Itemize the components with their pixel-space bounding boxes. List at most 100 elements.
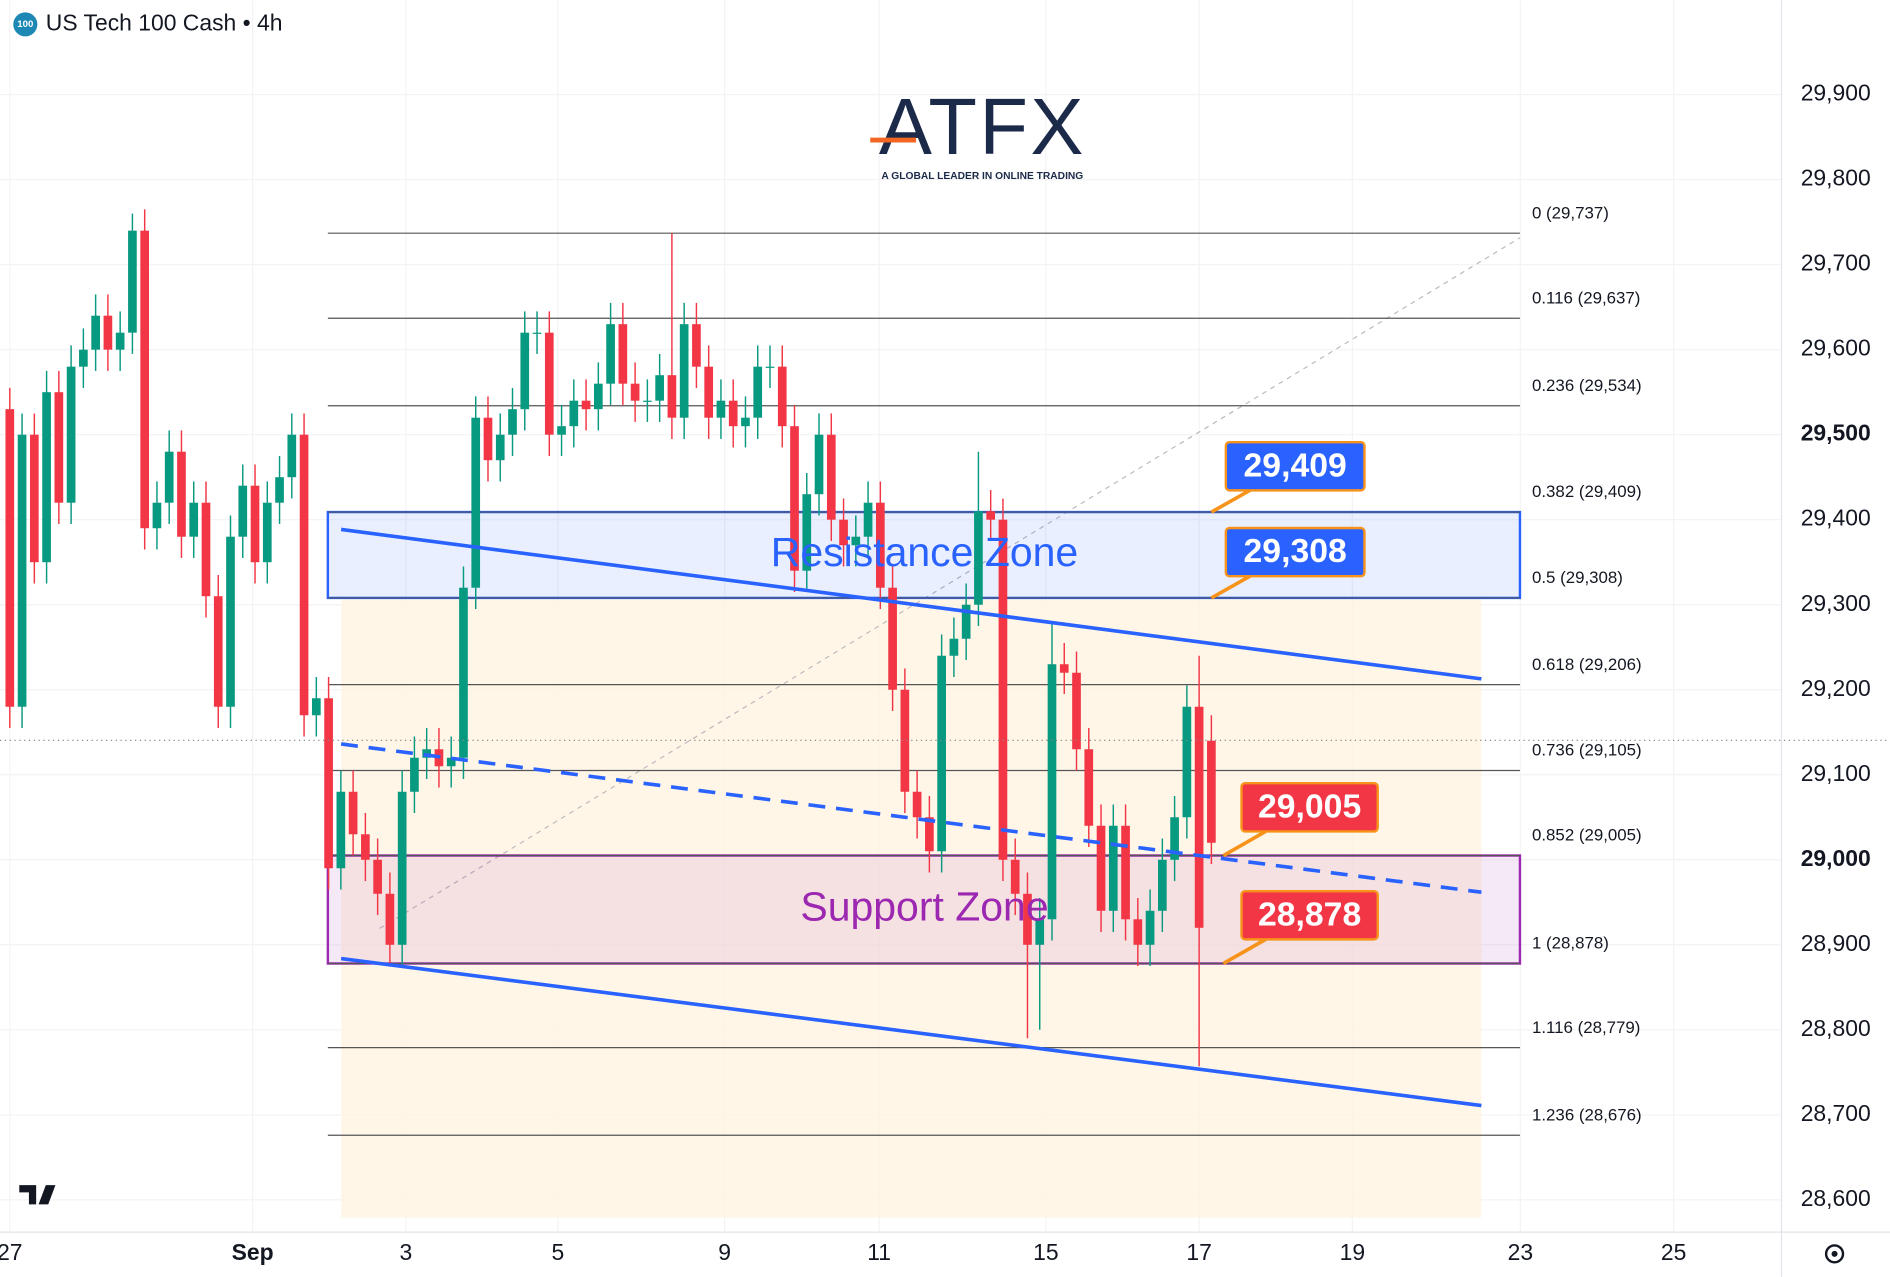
zone-label: Support Zone bbox=[800, 883, 1048, 929]
candle-body bbox=[152, 502, 162, 529]
candle-body bbox=[949, 638, 959, 656]
candle-body bbox=[262, 502, 272, 563]
candle-body bbox=[5, 409, 15, 707]
candle-body bbox=[581, 400, 591, 410]
candle-body bbox=[569, 400, 579, 427]
candle-body bbox=[324, 698, 333, 869]
candle-body bbox=[777, 366, 787, 427]
fib-label: 0.5 (29,308) bbox=[1532, 568, 1623, 587]
y-tick-label: 28,700 bbox=[1801, 1100, 1871, 1126]
candle-body bbox=[741, 417, 750, 427]
candle-body bbox=[1059, 664, 1069, 673]
tv-logo[interactable] bbox=[19, 1185, 56, 1205]
candle-body bbox=[336, 791, 346, 869]
callout-box bbox=[1224, 526, 1366, 578]
candle-body bbox=[1170, 817, 1179, 860]
y-tick-label: 28,900 bbox=[1801, 930, 1871, 956]
candle-body bbox=[471, 417, 481, 588]
candle-body bbox=[704, 366, 714, 418]
candle-body bbox=[618, 324, 628, 384]
y-tick-label: 29,500 bbox=[1801, 420, 1871, 446]
y-tick-label: 29,700 bbox=[1801, 250, 1871, 276]
candle-body bbox=[888, 587, 897, 690]
callout-label: 29,308 bbox=[1244, 532, 1347, 570]
x-tick-label: 15 bbox=[1033, 1239, 1058, 1265]
candle-body bbox=[238, 485, 248, 537]
x-tick-label: 23 bbox=[1508, 1239, 1533, 1265]
x-tick-label: 19 bbox=[1340, 1239, 1365, 1265]
candle-body bbox=[115, 332, 125, 350]
callout-pointer bbox=[1210, 488, 1251, 514]
candle-body bbox=[29, 434, 39, 563]
candle-body bbox=[814, 434, 824, 495]
watermark-logo: ATFX bbox=[879, 82, 1086, 171]
candle-body bbox=[250, 485, 260, 563]
candle-body bbox=[42, 392, 51, 563]
candle-body bbox=[630, 383, 640, 401]
candle-body bbox=[373, 859, 382, 894]
candle-body bbox=[532, 332, 542, 334]
candle-body bbox=[410, 757, 419, 792]
candle-body bbox=[483, 417, 493, 461]
candle-body bbox=[716, 400, 726, 418]
candle-body bbox=[1145, 910, 1155, 945]
candle-body bbox=[17, 434, 27, 707]
candle-body bbox=[520, 332, 530, 410]
candle-body bbox=[54, 392, 64, 503]
candle-body bbox=[765, 366, 775, 368]
channel-mid bbox=[340, 742, 1482, 895]
candle-body bbox=[925, 817, 934, 852]
candle-body bbox=[961, 604, 971, 639]
candle-body bbox=[164, 451, 174, 503]
candle-body bbox=[311, 698, 321, 716]
callout-label: 29,409 bbox=[1244, 446, 1347, 484]
settings-icon[interactable] bbox=[1824, 1244, 1845, 1264]
candle-body bbox=[826, 434, 836, 520]
candle-body bbox=[128, 230, 137, 333]
candle-body bbox=[495, 434, 505, 461]
candle-body bbox=[459, 587, 468, 758]
y-tick-label: 29,600 bbox=[1801, 335, 1871, 361]
candle-body bbox=[974, 511, 983, 605]
candle-body bbox=[679, 324, 689, 418]
y-tick-label: 29,800 bbox=[1801, 165, 1871, 191]
settings-icon-dot bbox=[1831, 1250, 1838, 1257]
candle-body bbox=[189, 502, 199, 537]
y-tick-label: 29,000 bbox=[1801, 845, 1871, 871]
fib-label: 0.236 (29,534) bbox=[1532, 376, 1642, 395]
y-tick-label: 29,900 bbox=[1801, 80, 1871, 106]
candle-body bbox=[557, 426, 566, 435]
symbol-badge bbox=[13, 12, 38, 37]
candle-body bbox=[299, 434, 309, 716]
candle-body bbox=[508, 409, 517, 435]
y-tick-label: 28,800 bbox=[1801, 1015, 1871, 1041]
fib-label: 0.116 (29,637) bbox=[1532, 288, 1640, 307]
callout-pointer bbox=[1210, 574, 1251, 600]
callout-pointer bbox=[1222, 937, 1267, 966]
candle-body bbox=[790, 426, 799, 571]
candle-body bbox=[1133, 919, 1143, 945]
y-tick-label: 29,100 bbox=[1801, 760, 1871, 786]
candle-body bbox=[655, 375, 664, 401]
watermark-tagline: A GLOBAL LEADER IN ONLINE TRADING bbox=[881, 171, 1083, 182]
candles bbox=[5, 209, 1216, 1067]
candle-body bbox=[91, 315, 100, 350]
fib-label: 0.382 (29,409) bbox=[1532, 482, 1642, 501]
candle-body bbox=[177, 451, 186, 537]
zone-label: Resistance Zone bbox=[771, 529, 1078, 575]
fib-label: 0.852 (29,005) bbox=[1532, 826, 1642, 845]
x-tick-label: Sep bbox=[232, 1239, 274, 1265]
x-tick-label: 9 bbox=[718, 1239, 731, 1265]
fib-label: 0 (29,737) bbox=[1532, 203, 1609, 222]
x-tick-label: 17 bbox=[1186, 1239, 1211, 1265]
candle-body bbox=[397, 791, 407, 945]
candle-body bbox=[103, 315, 113, 350]
callouts: 29,409 29,308 29,005 28,878 bbox=[1210, 440, 1379, 966]
callout-box bbox=[1240, 889, 1379, 941]
chart-title[interactable]: US Tech 100 Cash • 4h bbox=[46, 9, 283, 35]
candle-body bbox=[1072, 672, 1081, 750]
fib-label: 0.736 (29,105) bbox=[1532, 741, 1642, 760]
x-tick-label: 27 bbox=[0, 1239, 23, 1265]
y-tick-label: 28,600 bbox=[1801, 1185, 1871, 1211]
